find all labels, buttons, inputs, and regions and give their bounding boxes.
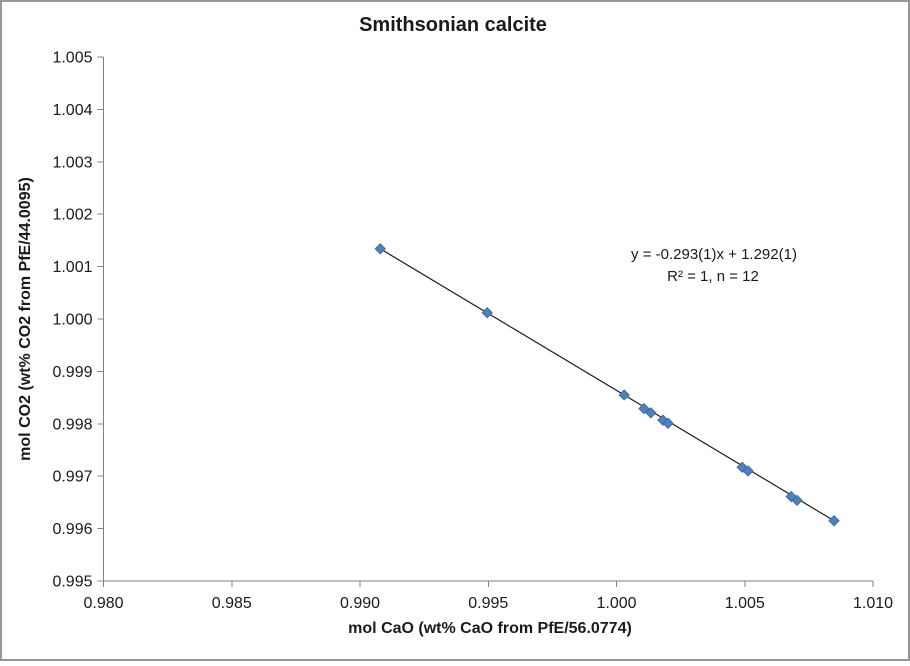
data-point-marker xyxy=(657,414,669,426)
x-tick-label: 0.990 xyxy=(340,595,380,612)
y-tick-label: 0.997 xyxy=(52,469,92,486)
data-point-marker xyxy=(662,417,674,429)
equation-annotation-line1: y = -0.293(1)x + 1.292(1) xyxy=(631,246,797,263)
x-tick-label: 0.995 xyxy=(468,595,508,612)
data-point-marker xyxy=(742,465,754,477)
data-point-marker xyxy=(638,402,650,415)
y-tick-label: 1.004 xyxy=(52,102,92,119)
chart-title: Smithsonian calcite xyxy=(359,14,547,36)
x-tick-label: 1.000 xyxy=(596,595,636,612)
plot-area: 0.995 0.996 0.997 0.998 0.999 1.000 1.001 1.002… xyxy=(52,50,893,613)
y-tick-label: 0.996 xyxy=(52,521,92,538)
data-point-marker xyxy=(481,307,493,319)
y-tick-label: 1.002 xyxy=(52,207,92,224)
y-tick-label: 0.995 xyxy=(52,574,92,591)
data-point-marker xyxy=(618,389,630,401)
y-tick-label: 0.999 xyxy=(52,364,92,381)
y-tick-label: 1.001 xyxy=(52,259,92,276)
data-point-marker xyxy=(791,494,803,507)
y-tick-label: 1.000 xyxy=(52,312,92,329)
y-tick-label: 0.998 xyxy=(52,416,92,433)
x-axis-title: mol CaO (wt% CaO from PfE/56.0774) xyxy=(348,620,632,637)
trendline xyxy=(379,248,835,522)
data-point-marker xyxy=(785,490,797,503)
data-point-marker xyxy=(374,243,386,255)
data-point-marker xyxy=(645,407,657,419)
x-tick-label: 0.985 xyxy=(212,595,252,612)
y-axis-title: mol CO2 (wt% CO2 from PfE/44.0095) xyxy=(17,177,34,461)
x-tick-label: 0.980 xyxy=(83,595,123,612)
y-tick-label: 1.005 xyxy=(52,50,92,67)
data-point-marker xyxy=(828,515,840,527)
x-tick-label: 1.005 xyxy=(725,595,765,612)
axis-lines xyxy=(102,57,873,582)
x-tick-label: 1.010 xyxy=(853,595,893,612)
y-tick-label: 1.003 xyxy=(52,154,92,171)
equation-annotation-line2: R² = 1, n = 12 xyxy=(667,268,759,285)
